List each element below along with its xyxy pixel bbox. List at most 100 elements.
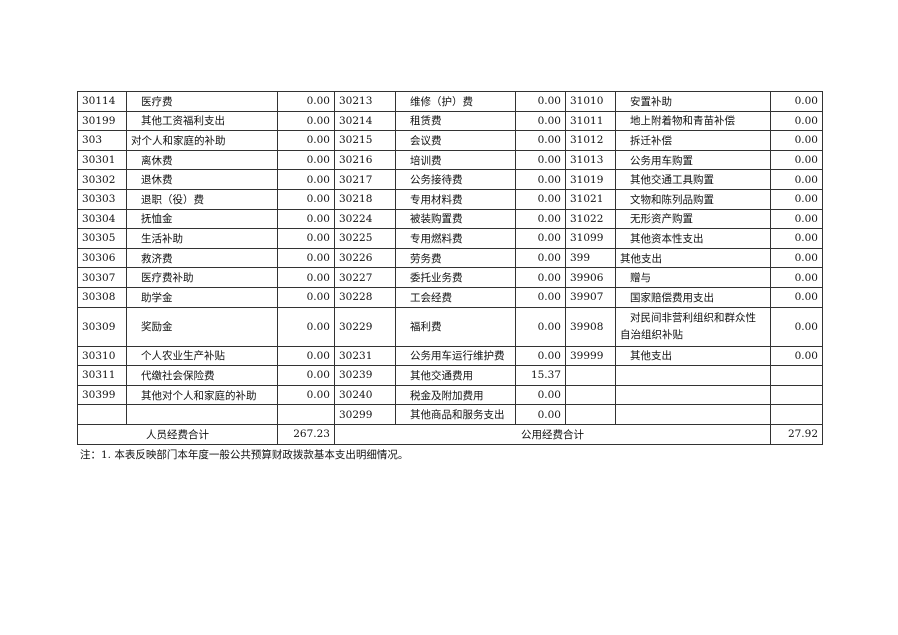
cell-amount: 0.00 bbox=[515, 384, 566, 406]
cell-code: 31012 bbox=[565, 130, 616, 151]
cell-amount: 0.00 bbox=[277, 91, 335, 112]
table-row: 30199 其他工资福利支出 0.00 30214 租赁费 0.00 31011 地上附着物和… bbox=[77, 110, 823, 132]
cell-name: 公务用车购置 bbox=[615, 149, 771, 171]
cell-amount: 0.00 bbox=[515, 228, 566, 249]
cell-amount: 0.00 bbox=[515, 110, 566, 132]
cell-name: 文物和陈列品购置 bbox=[615, 188, 771, 210]
table-row: 30306 救济费 0.00 30226 劳务费 0.00 399 其他支出 0.00 bbox=[77, 247, 823, 269]
cell-amount: 0.00 bbox=[770, 267, 823, 288]
cell-code: 30227 bbox=[334, 267, 396, 288]
cell-code: 30305 bbox=[77, 228, 127, 249]
cell-name: 医疗费 bbox=[126, 91, 278, 112]
cell-name bbox=[615, 384, 771, 406]
cell-name: 地上附着物和青苗补偿 bbox=[615, 110, 771, 132]
cell-amount: 0.00 bbox=[515, 345, 566, 367]
cell-code: 30213 bbox=[334, 91, 396, 112]
cell-code: 30310 bbox=[77, 345, 127, 367]
cell-name: 救济费 bbox=[126, 247, 278, 269]
table-row: 30299 其他商品和服务支出 0.00 bbox=[77, 404, 823, 425]
table-row: 30309 奖励金 0.00 30229 福利费 0.00 39908 对民间非营利组织和群众… bbox=[77, 306, 823, 347]
cell-code: 30225 bbox=[334, 228, 396, 249]
cell-code: 30215 bbox=[334, 130, 396, 151]
cell-name: 助学金 bbox=[126, 286, 278, 308]
cell-code: 30216 bbox=[334, 149, 396, 171]
cell-code: 30224 bbox=[334, 208, 396, 230]
cell-name: 对个人和家庭的补助 bbox=[126, 130, 278, 151]
cell-code: 30307 bbox=[77, 267, 127, 288]
cell-amount: 0.00 bbox=[277, 130, 335, 151]
cell-name: 租赁费 bbox=[395, 110, 516, 132]
cell-name: 其他交通工具购置 bbox=[615, 169, 771, 190]
cell-name: 个人农业生产补贴 bbox=[126, 345, 278, 367]
cell-amount bbox=[770, 404, 823, 425]
cell-amount: 0.00 bbox=[515, 404, 566, 425]
cell-code: 30214 bbox=[334, 110, 396, 132]
cell-amount: 0.00 bbox=[770, 345, 823, 367]
cell-name: 代缴社会保险费 bbox=[126, 365, 278, 386]
cell-amount: 0.00 bbox=[277, 267, 335, 288]
cell-name: 医疗费补助 bbox=[126, 267, 278, 288]
cell-name: 其他交通费用 bbox=[395, 365, 516, 386]
cell-amount: 0.00 bbox=[277, 169, 335, 190]
cell-code: 31022 bbox=[565, 208, 616, 230]
table-row: 30307 医疗费补助 0.00 30227 委托业务费 0.00 39906 赠与 0.00 bbox=[77, 267, 823, 288]
cell-amount: 0.00 bbox=[770, 208, 823, 230]
cell-code: 30306 bbox=[77, 247, 127, 269]
table-row: 30310 个人农业生产补贴 0.00 30231 公务用车运行维护费 0.00 39999… bbox=[77, 345, 823, 367]
cell-code: 303 bbox=[77, 130, 127, 151]
cell-name: 国家赔偿费用支出 bbox=[615, 286, 771, 308]
cell-name: 抚恤金 bbox=[126, 208, 278, 230]
cell-amount: 0.00 bbox=[770, 188, 823, 210]
cell-amount: 15.37 bbox=[515, 365, 566, 386]
cell-name: 维修（护）费 bbox=[395, 91, 516, 112]
cell-name: 其他商品和服务支出 bbox=[395, 404, 516, 425]
cell-amount: 0.00 bbox=[277, 188, 335, 210]
cell-amount: 0.00 bbox=[770, 228, 823, 249]
personnel-total-label: 人员经费合计 bbox=[77, 423, 278, 445]
cell-code: 30218 bbox=[334, 188, 396, 210]
cell-code: 30301 bbox=[77, 149, 127, 171]
cell-code: 39906 bbox=[565, 267, 616, 288]
cell-amount: 0.00 bbox=[770, 130, 823, 151]
cell-amount bbox=[770, 384, 823, 406]
cell-amount: 0.00 bbox=[277, 149, 335, 171]
cell-code bbox=[565, 404, 616, 425]
cell-code bbox=[77, 404, 127, 425]
cell-code: 30299 bbox=[334, 404, 396, 425]
cell-amount: 0.00 bbox=[277, 208, 335, 230]
table-row: 30308 助学金 0.00 30228 工会经费 0.00 39907 国家赔偿费用支出 0.… bbox=[77, 286, 823, 308]
cell-code: 30309 bbox=[77, 306, 127, 347]
cell-amount: 0.00 bbox=[277, 345, 335, 367]
cell-amount: 0.00 bbox=[277, 365, 335, 386]
cell-code bbox=[565, 384, 616, 406]
cell-amount: 0.00 bbox=[515, 188, 566, 210]
table-row: 30303 退职（役）费 0.00 30218 专用材料费 0.00 31021 文物和陈列品… bbox=[77, 188, 823, 210]
cell-amount: 0.00 bbox=[770, 247, 823, 269]
cell-code: 30228 bbox=[334, 286, 396, 308]
cell-amount: 0.00 bbox=[770, 286, 823, 308]
cell-amount: 0.00 bbox=[515, 149, 566, 171]
cell-name: 被装购置费 bbox=[395, 208, 516, 230]
personnel-total-value: 267.23 bbox=[277, 423, 335, 445]
cell-code: 30199 bbox=[77, 110, 127, 132]
table-row: 30114 医疗费 0.00 30213 维修（护）费 0.00 31010 安置补助 0.00 bbox=[77, 91, 823, 112]
cell-code: 31013 bbox=[565, 149, 616, 171]
cell-code: 30231 bbox=[334, 345, 396, 367]
cell-amount: 0.00 bbox=[515, 286, 566, 308]
cell-name: 专用材料费 bbox=[395, 188, 516, 210]
table-row: 30311 代缴社会保险费 0.00 30239 其他交通费用 15.37 bbox=[77, 365, 823, 386]
cell-code: 399 bbox=[565, 247, 616, 269]
cell-amount: 0.00 bbox=[277, 228, 335, 249]
cell-amount: 0.00 bbox=[515, 130, 566, 151]
cell-code: 30302 bbox=[77, 169, 127, 190]
table-row: 30305 生活补助 0.00 30225 专用燃料费 0.00 31099 其他资本性支出 0… bbox=[77, 228, 823, 249]
public-total-value: 27.92 bbox=[770, 423, 823, 445]
cell-amount: 0.00 bbox=[515, 247, 566, 269]
cell-name: 生活补助 bbox=[126, 228, 278, 249]
table-row: 30301 离休费 0.00 30216 培训费 0.00 31013 公务用车购置 0.00 bbox=[77, 149, 823, 171]
cell-amount: 0.00 bbox=[277, 110, 335, 132]
cell-amount: 0.00 bbox=[515, 169, 566, 190]
cell-name: 对民间非营利组织和群众性自治组织补贴 bbox=[615, 306, 771, 347]
cell-name: 赠与 bbox=[615, 267, 771, 288]
cell-code: 30240 bbox=[334, 384, 396, 406]
